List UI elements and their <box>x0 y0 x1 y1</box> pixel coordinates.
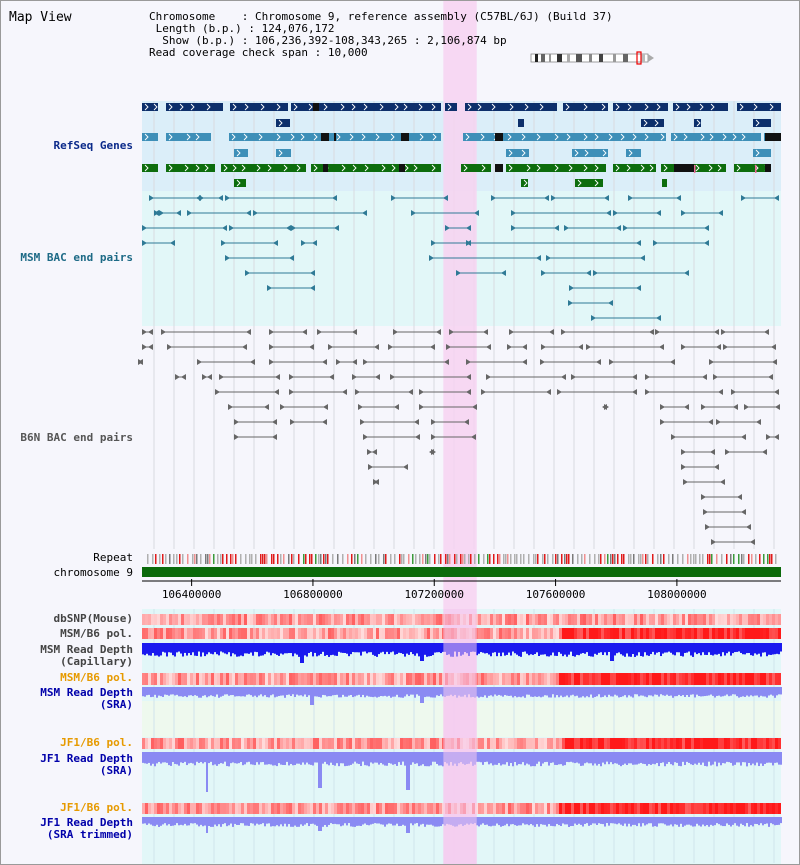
refseq-gene <box>518 119 524 127</box>
refseq-gene <box>626 149 641 157</box>
refseq-gene <box>673 103 728 111</box>
track-label-dbsnp[interactable]: dbSNP(Mouse) <box>53 612 133 625</box>
length-value: 124,076,172 <box>261 22 335 35</box>
refseq-gene <box>234 149 248 157</box>
span-value: 10,000 <box>327 46 368 59</box>
track-label-msm-bac[interactable]: MSM BAC end pairs <box>20 251 133 264</box>
chromosome-value: Chromosome 9, reference assembly (C57BL/… <box>254 10 613 23</box>
refseq-gene <box>291 103 441 111</box>
refseq-gene <box>662 179 667 187</box>
track-label-refseq[interactable]: RefSeq Genes <box>53 139 133 152</box>
track-label-b6n-bac[interactable]: B6N BAC end pairs <box>20 431 133 444</box>
refseq-gene <box>734 164 771 172</box>
refseq-gene <box>229 133 311 141</box>
repeat-track <box>147 554 777 564</box>
msm-b6-pol-heat-2 <box>142 673 781 685</box>
refseq-gene <box>521 179 528 187</box>
refseq-gene <box>753 119 771 127</box>
track-label-msm-b6-pol-1[interactable]: MSM/B6 pol. <box>60 627 133 640</box>
refseq-gene <box>463 133 491 141</box>
refseq-gene <box>230 103 288 111</box>
track-label-jf1-depth-sra[interactable]: JF1 Read Depth (SRA) <box>40 752 133 777</box>
track-label-msm-b6-pol-2[interactable]: MSM/B6 pol. <box>60 671 133 684</box>
refseq-gene <box>563 103 608 111</box>
refseq-gene <box>613 164 656 172</box>
refseq-gene <box>311 133 441 141</box>
refseq-gene <box>276 119 290 127</box>
refseq-gene <box>572 149 608 157</box>
refseq-gene <box>166 164 215 172</box>
refseq-gene <box>613 103 668 111</box>
refseq-gene <box>142 103 158 111</box>
refseq-gene <box>671 133 761 141</box>
msm-b6-pol-heat-1 <box>142 628 781 639</box>
track-label-repeat[interactable]: Repeat <box>93 551 133 564</box>
track-label-jf1-b6-pol-1[interactable]: JF1/B6 pol. <box>60 736 133 749</box>
track-label-jf1-depth-trimmed[interactable]: JF1 Read Depth (SRA trimmed) <box>40 816 133 841</box>
b6n-bac-pairs <box>138 329 780 545</box>
jf1-b6-pol-heat-1 <box>142 738 781 749</box>
msm-bac-pairs <box>142 195 779 321</box>
track-label-msm-depth-capillary[interactable]: MSM Read Depth (Capillary) <box>40 643 133 668</box>
chromosome-ideogram <box>530 51 654 65</box>
refseq-gene <box>142 164 158 172</box>
jf1-b6-pol-heat-2 <box>142 803 781 814</box>
refseq-gene <box>737 103 781 111</box>
refseq-gene <box>506 149 529 157</box>
ideogram-position-marker <box>636 51 642 65</box>
track-label-jf1-b6-pol-2[interactable]: JF1/B6 pol. <box>60 801 133 814</box>
refseq-gene <box>641 119 664 127</box>
position-axis: 106400000 106800000 107200000 107600000 1080… <box>142 579 781 601</box>
refseq-genes <box>142 103 781 187</box>
page-title: Map View <box>9 10 72 25</box>
axis-tick-label: 107600000 <box>526 588 586 601</box>
refseq-gene <box>311 164 441 172</box>
refseq-gene <box>491 133 581 141</box>
dbsnp-heat <box>142 614 781 625</box>
refseq-gene <box>276 149 291 157</box>
axis-tick-label: 106400000 <box>162 588 222 601</box>
show-value: 106,236,392-108,343,265 : 2,106,874 bp <box>254 34 507 47</box>
refseq-gene <box>166 133 211 141</box>
refseq-gene <box>461 164 491 172</box>
span-label: Read coverage check span <box>149 46 308 59</box>
refseq-gene <box>694 119 701 127</box>
refseq-gene <box>221 164 306 172</box>
chromosome-label: Chromosome <box>149 10 216 23</box>
refseq-gene <box>142 133 158 141</box>
axis-tick-label: 107200000 <box>404 588 464 601</box>
assembly-info: Chromosome : Chromosome 9, reference ass… <box>149 10 613 59</box>
track-label-msm-depth-sra[interactable]: MSM Read Depth (SRA) <box>40 686 133 711</box>
refseq-gene <box>753 149 771 157</box>
axis-tick-label: 108000000 <box>647 588 707 601</box>
chromosome-bar <box>142 567 781 577</box>
length-label: Length (b.p.) <box>155 22 242 35</box>
track-label-chromosome: chromosome 9 <box>53 566 133 579</box>
axis-tick-label: 106800000 <box>283 588 343 601</box>
show-label: Show (b.p.) <box>162 34 236 47</box>
refseq-gene <box>575 179 603 187</box>
refseq-gene <box>506 164 606 172</box>
refseq-gene <box>465 103 557 111</box>
